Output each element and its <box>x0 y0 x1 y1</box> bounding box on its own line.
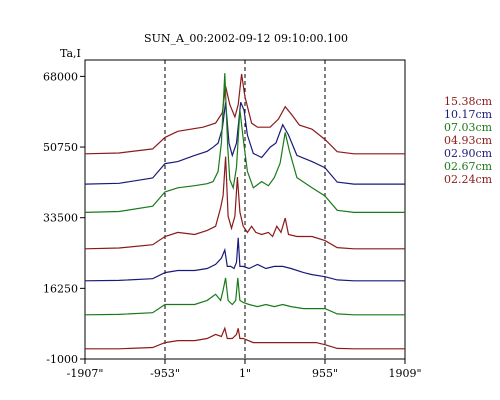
series-line <box>84 73 405 155</box>
series-lines <box>84 73 405 350</box>
y-tick-label: 50750 <box>43 141 78 154</box>
dashed-reference-lines <box>164 60 326 359</box>
series-line <box>84 277 405 316</box>
x-tick-label: -1907" <box>67 367 104 380</box>
legend-entry: 02.24cm <box>444 173 493 186</box>
series-line <box>85 326 405 350</box>
y-tick-label: 16250 <box>43 282 78 295</box>
legend-entry: 02.67cm <box>444 160 493 173</box>
legend-entry: 02.90cm <box>444 147 493 160</box>
y-axis-label: Ta,I <box>60 47 81 60</box>
legend-entry: 07.03cm <box>444 121 493 134</box>
y-tick-label: 33500 <box>43 212 78 225</box>
y-tick-label: 68000 <box>43 70 78 83</box>
legend: 15.38cm10.17cm07.03cm04.93cm02.90cm02.67… <box>444 95 493 186</box>
x-tick-label: 955" <box>312 367 338 380</box>
y-axis-ticks: 68000 50750 33500 16250 -1000 <box>43 70 85 366</box>
x-tick-label: -953" <box>150 367 180 380</box>
series-line <box>84 73 405 213</box>
x-tick-label: 1909" <box>388 367 421 380</box>
x-tick-label: 1" <box>239 367 251 380</box>
legend-entry: 04.93cm <box>444 134 493 147</box>
series-line <box>84 156 405 250</box>
legend-entry: 15.38cm <box>444 95 493 108</box>
legend-entry: 10.17cm <box>444 108 493 121</box>
series-line <box>84 237 405 282</box>
y-tick-label: -1000 <box>46 353 78 366</box>
chart-title: SUN_A_00:2002-09-12 09:10:00.100 <box>144 32 348 45</box>
x-axis-ticks: -1907" -953" 1" 955" 1909" <box>67 359 422 380</box>
series-line <box>84 101 405 185</box>
